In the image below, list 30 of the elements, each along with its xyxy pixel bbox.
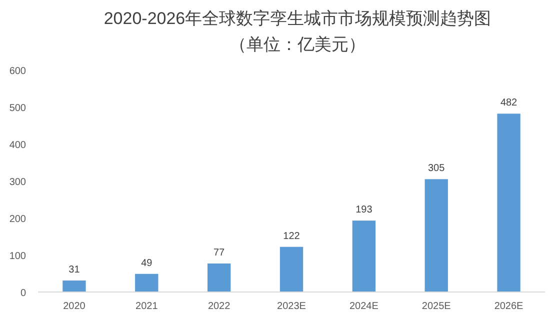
x-tick-label: 2021: [136, 301, 158, 312]
x-tick-label: 2020: [63, 301, 86, 312]
x-tick-label: 2022: [208, 301, 231, 312]
bar: [280, 246, 304, 292]
x-tick-label: 2024E: [349, 301, 379, 312]
x-tick-label: 2023E: [277, 301, 306, 312]
data-label: 49: [141, 258, 153, 269]
bar: [424, 179, 448, 292]
data-label: 193: [356, 204, 373, 216]
data-label: 482: [500, 98, 518, 109]
bar: [207, 264, 231, 292]
y-tick-label: 100: [9, 251, 26, 262]
bar: [62, 280, 86, 292]
y-tick-label: 300: [9, 177, 26, 188]
bar: [135, 274, 158, 292]
bar: [352, 220, 376, 292]
data-label: 77: [214, 248, 226, 259]
data-label: 305: [428, 163, 446, 174]
y-tick-label: 200: [9, 214, 26, 225]
x-tick-label: 2026E: [494, 301, 524, 312]
data-label: 122: [283, 230, 300, 242]
y-tick-label: 0: [20, 288, 26, 299]
x-tick-label: 2025E: [422, 301, 452, 312]
data-label: 31: [68, 264, 80, 276]
y-tick-label: 500: [9, 103, 26, 114]
y-tick-label: 400: [9, 140, 26, 151]
chart-subtitle: （单位：亿美元）: [230, 35, 366, 54]
y-tick-label: 600: [9, 66, 26, 77]
bar: [497, 114, 520, 292]
chart-title: 2020-2026年全球数字孪生城市市场规模预测趋势图: [104, 9, 492, 28]
